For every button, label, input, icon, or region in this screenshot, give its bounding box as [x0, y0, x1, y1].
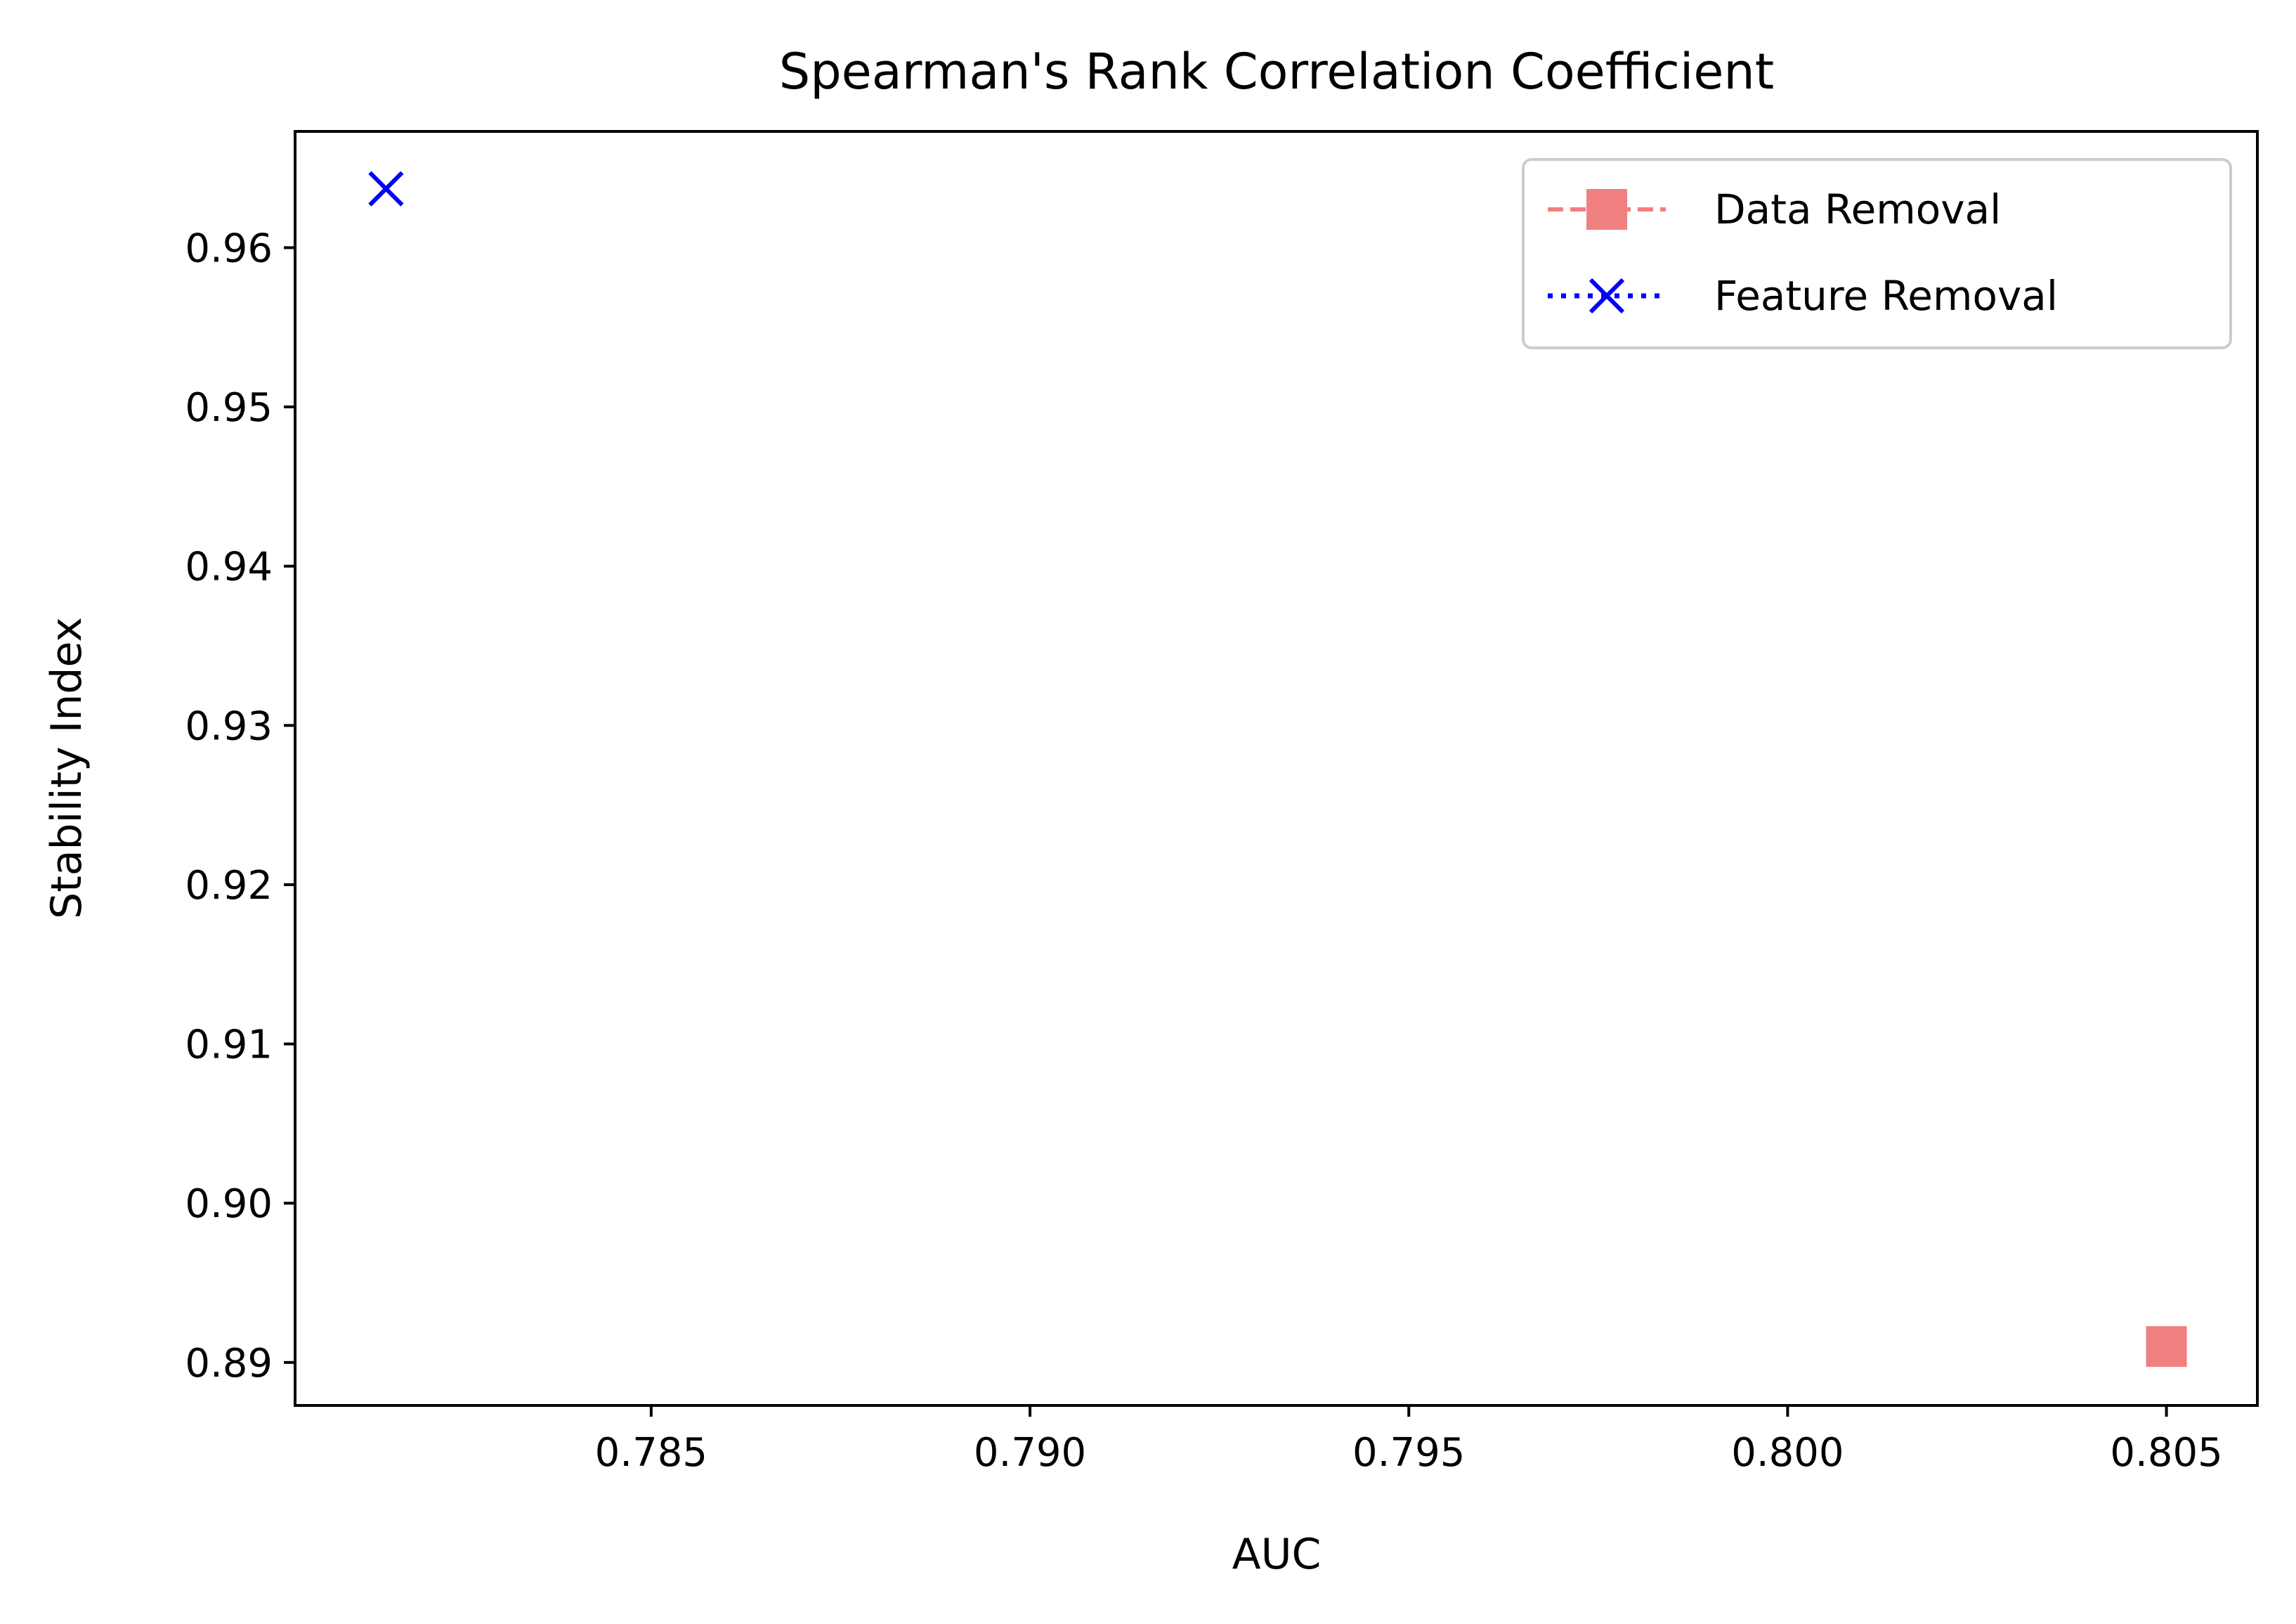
legend-marker-feature-removal	[1589, 278, 1625, 314]
x-tick-label: 0.785	[595, 1430, 707, 1476]
legend: Data Removal Feature Removal	[1522, 158, 2232, 349]
y-tick-label: 0.89	[185, 1341, 273, 1386]
legend-label-data-removal: Data Removal	[1714, 186, 2001, 233]
data-points	[368, 171, 2187, 1368]
y-tick-label: 0.90	[185, 1181, 273, 1227]
y-tick-label: 0.92	[185, 863, 273, 909]
plot-frame	[294, 130, 2259, 1407]
y-axis-ticks: 0.89 0.90 0.91 0.92 0.93 0.94 0.95 0.96	[185, 226, 295, 1386]
y-tick-label: 0.95	[185, 385, 273, 431]
point-data-removal	[2146, 1326, 2187, 1368]
legend-box	[1522, 158, 2232, 349]
point-feature-removal	[368, 171, 404, 207]
x-tick-label: 0.795	[1352, 1430, 1465, 1476]
x-axis-label: AUC	[1232, 1530, 1322, 1579]
x-tick-label: 0.790	[974, 1430, 1086, 1476]
x-tick-label: 0.805	[2110, 1430, 2222, 1476]
legend-entry-data-removal: Data Removal	[1548, 186, 2001, 233]
y-tick-label: 0.96	[185, 226, 273, 271]
legend-label-feature-removal: Feature Removal	[1714, 272, 2058, 320]
chart-title: Spearman's Rank Correlation Coefficient	[779, 43, 1774, 100]
y-tick-label: 0.93	[185, 703, 273, 749]
legend-marker-data-removal	[1586, 189, 1627, 230]
legend-entry-feature-removal: Feature Removal	[1548, 272, 2058, 320]
y-tick-label: 0.94	[185, 545, 273, 590]
y-axis-label: Stability Index	[42, 617, 91, 919]
x-axis-ticks: 0.785 0.790 0.795 0.800 0.805	[595, 1405, 2223, 1476]
x-tick-label: 0.800	[1731, 1430, 1844, 1476]
y-tick-label: 0.91	[185, 1022, 273, 1068]
